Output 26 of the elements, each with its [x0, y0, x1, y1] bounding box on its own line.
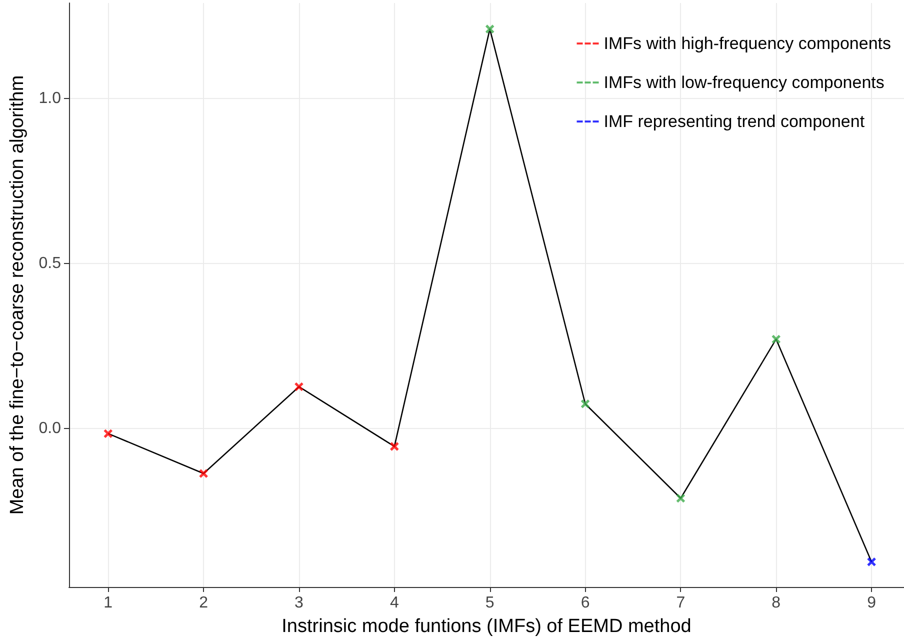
point [676, 493, 686, 503]
y-tick-label: 1.0 [38, 90, 62, 108]
point [198, 468, 208, 478]
y-axis-title: Mean of the fine−to−coarse reconstruction algorithm [7, 75, 28, 515]
y-tick-label: 0.5 [38, 255, 62, 272]
legend-label: IMF representing trend component [604, 112, 865, 131]
x-tick-label: 9 [867, 594, 876, 612]
x-tick-label: 8 [772, 594, 781, 612]
point [294, 382, 304, 392]
x-axis-title: Instrinsic mode funtions (IMFs) of EEMD method [282, 616, 692, 637]
x-tick-label: 3 [294, 594, 304, 612]
y-tick-label: 0.0 [38, 420, 62, 438]
point [580, 399, 590, 409]
x-tick-label: 2 [199, 594, 208, 612]
x-tick-label: 5 [485, 594, 494, 612]
point [771, 334, 781, 344]
legend-label: IMFs with high-frequency components [604, 34, 892, 53]
point [866, 557, 876, 567]
point [103, 428, 113, 438]
x-tick-label: 6 [580, 594, 590, 612]
legend-label: IMFs with low-frequency components [604, 73, 884, 92]
point [390, 442, 400, 452]
x-tick-label: 7 [676, 594, 686, 612]
point [485, 24, 495, 34]
x-tick-label: 1 [104, 594, 113, 612]
x-tick-label: 4 [390, 594, 399, 612]
